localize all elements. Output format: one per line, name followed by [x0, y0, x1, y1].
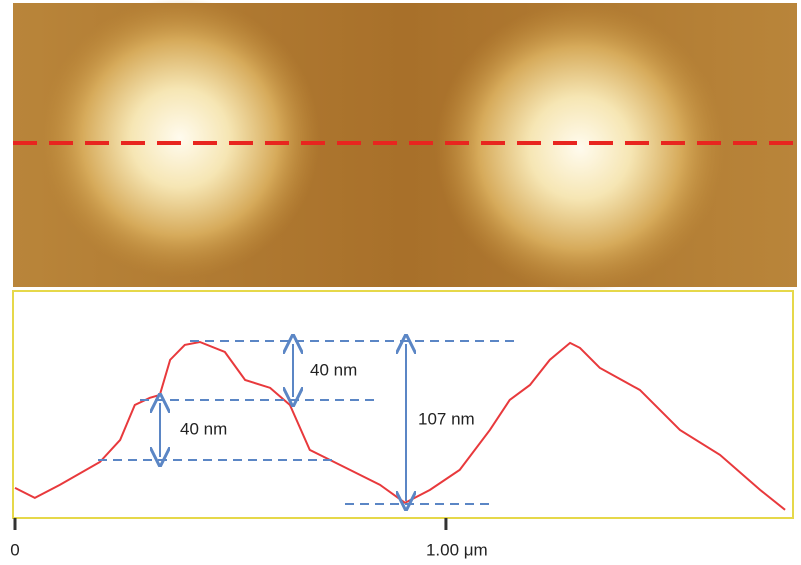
afm-image: [13, 0, 797, 293]
x-tick-label: 0: [10, 540, 19, 559]
annotation: 40 nm: [310, 360, 357, 379]
x-tick-label: 1.00 μm: [426, 540, 488, 559]
annotation: 107 nm: [418, 409, 475, 428]
plot-frame: [13, 291, 793, 518]
annotation: 40 nm: [180, 419, 227, 438]
figure: 40 nm 40 nm 107 nm 0 1.00 μm: [0, 0, 801, 565]
